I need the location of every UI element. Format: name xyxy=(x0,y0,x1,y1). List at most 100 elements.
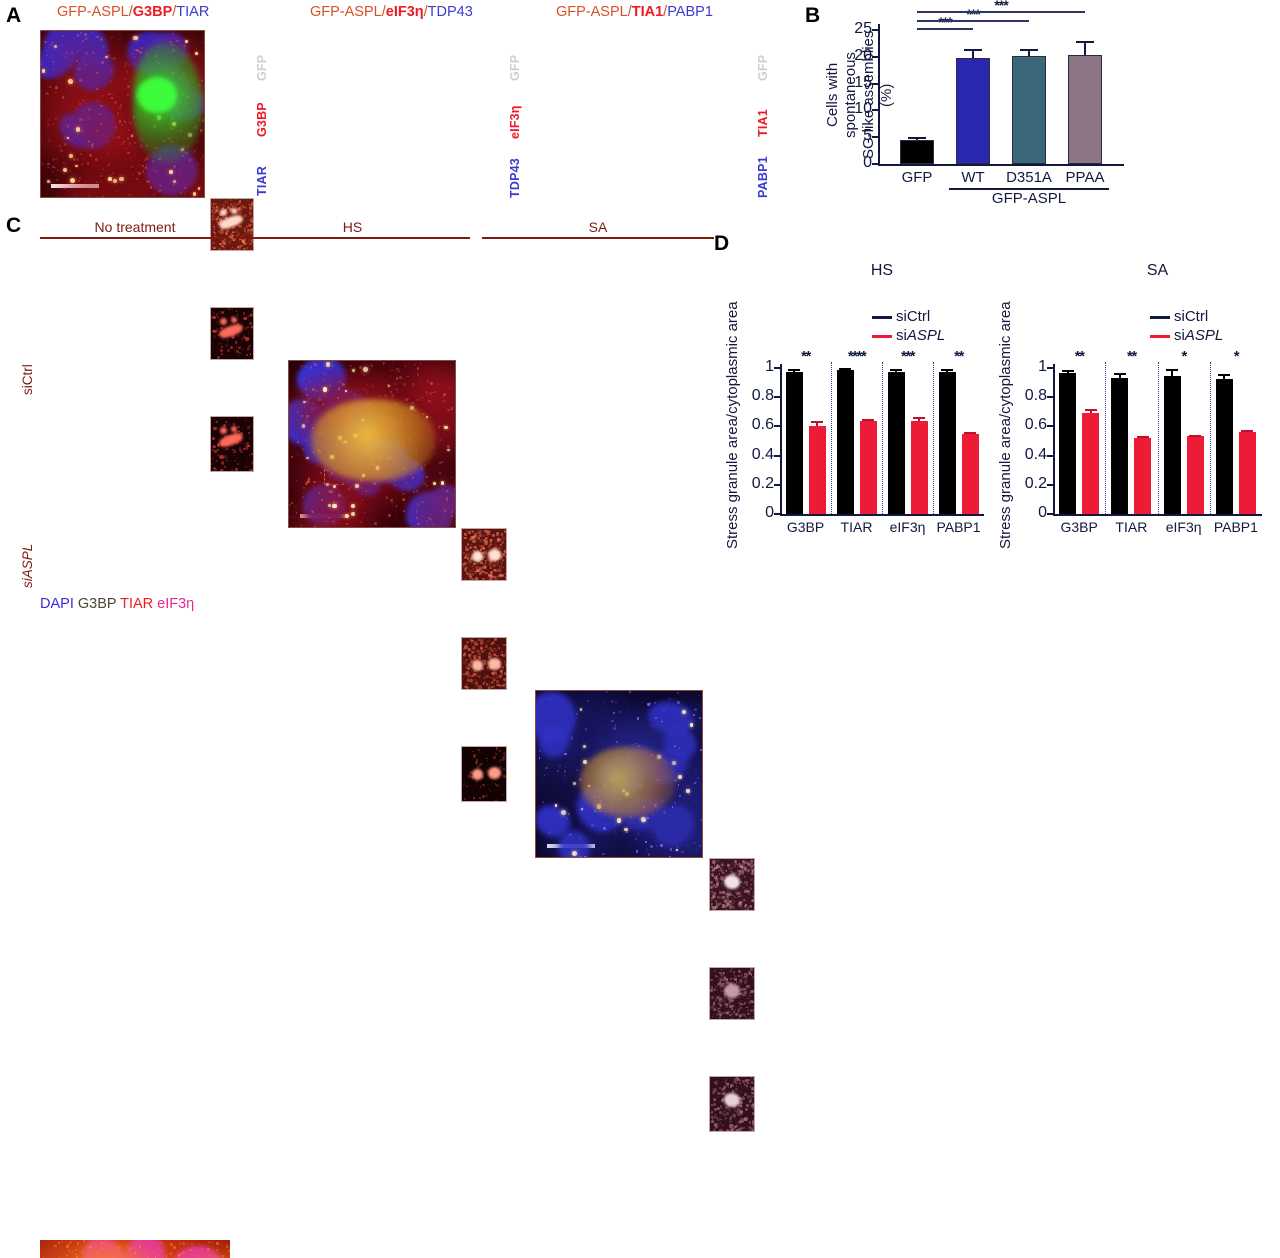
speckle xyxy=(542,801,544,803)
speckle xyxy=(746,985,749,988)
speckle xyxy=(161,1242,163,1244)
speckle xyxy=(467,674,470,677)
speckle xyxy=(78,68,80,70)
label-gfp-aspl: GFP-ASPL xyxy=(57,4,129,20)
speckle xyxy=(388,514,391,517)
inset-label-a3-gfp: GFP xyxy=(757,32,770,81)
speckle xyxy=(506,653,507,656)
speckle xyxy=(463,659,464,660)
speckle xyxy=(216,1242,219,1245)
speckle xyxy=(482,784,484,786)
gfp-positive-cell xyxy=(311,399,436,481)
speckle xyxy=(63,119,66,122)
speckle xyxy=(480,786,482,788)
speckle xyxy=(644,817,646,819)
speckle xyxy=(146,180,148,182)
speckle xyxy=(681,719,683,721)
inset-label-a2-gfp: GFP xyxy=(509,32,522,81)
speckle xyxy=(66,1254,68,1256)
speckle xyxy=(733,901,734,902)
speckle xyxy=(140,34,141,35)
speckle xyxy=(248,432,250,434)
speckle xyxy=(182,1251,185,1254)
speckle xyxy=(501,648,502,649)
speckle xyxy=(721,969,722,970)
speckle xyxy=(741,866,744,869)
micrograph-a3 xyxy=(535,690,703,858)
speckle xyxy=(426,485,428,487)
label-gfp-aspl-3: GFP-ASPL xyxy=(556,4,628,20)
speckle xyxy=(139,164,140,165)
speckle xyxy=(504,686,507,689)
speckle xyxy=(753,891,754,892)
speckle xyxy=(108,93,111,96)
speckle xyxy=(714,969,717,972)
speckle xyxy=(713,1116,716,1119)
speckle xyxy=(247,348,249,350)
speckle xyxy=(221,353,223,355)
speckle xyxy=(251,453,253,455)
speckle xyxy=(490,567,491,568)
speckle xyxy=(489,578,491,580)
assembly xyxy=(723,874,741,891)
speckle xyxy=(481,650,484,653)
speckle xyxy=(500,577,501,578)
speckle xyxy=(144,159,146,161)
speckle xyxy=(231,234,234,237)
speckle xyxy=(428,517,430,519)
speckle xyxy=(726,871,727,872)
speckle xyxy=(412,402,413,403)
speckle xyxy=(476,781,478,783)
speckle xyxy=(119,39,121,41)
speckle xyxy=(430,382,433,385)
speckle xyxy=(251,202,254,205)
speckle xyxy=(697,729,699,731)
speckle xyxy=(127,1246,128,1247)
speckle xyxy=(467,679,470,682)
label-tia1: TIA1 xyxy=(632,4,663,20)
speckle xyxy=(438,405,439,406)
speckle xyxy=(249,345,250,346)
speckle xyxy=(655,717,657,719)
speckle xyxy=(505,573,506,574)
speckle xyxy=(332,520,335,523)
speckle xyxy=(734,865,736,867)
speckle xyxy=(719,1130,720,1131)
speckle xyxy=(247,426,250,429)
speckle xyxy=(242,452,243,453)
speckle xyxy=(232,228,233,229)
speckle xyxy=(251,329,252,330)
speckle xyxy=(484,574,485,575)
speckle xyxy=(699,695,700,696)
speckle xyxy=(223,204,226,207)
speckle xyxy=(713,1008,716,1011)
speckle xyxy=(711,986,713,988)
speckle xyxy=(218,456,219,457)
speckle xyxy=(155,1256,157,1258)
speckle xyxy=(500,572,501,573)
speckle xyxy=(291,502,293,504)
label-pabp1: PABP1 xyxy=(667,4,713,20)
speckle xyxy=(102,45,105,48)
granule xyxy=(573,782,576,785)
y-axis-label: Cells with spontaneous SG-like assemblie… xyxy=(824,20,896,170)
speckle xyxy=(720,983,723,986)
speckle xyxy=(204,192,205,194)
speckle xyxy=(121,124,123,126)
speckle xyxy=(364,512,365,513)
speckle xyxy=(85,52,88,55)
speckle xyxy=(731,863,734,866)
speckle xyxy=(408,497,409,498)
speckle xyxy=(142,170,145,173)
speckle xyxy=(78,100,79,101)
speckle xyxy=(328,517,330,519)
speckle xyxy=(628,706,629,707)
speckle xyxy=(752,1103,755,1106)
speckle xyxy=(83,1240,85,1242)
speckle xyxy=(463,655,465,657)
speckle xyxy=(132,37,135,40)
speckle xyxy=(474,533,477,536)
speckle xyxy=(43,1257,44,1258)
speckle xyxy=(716,1117,718,1119)
speckle xyxy=(233,450,236,453)
